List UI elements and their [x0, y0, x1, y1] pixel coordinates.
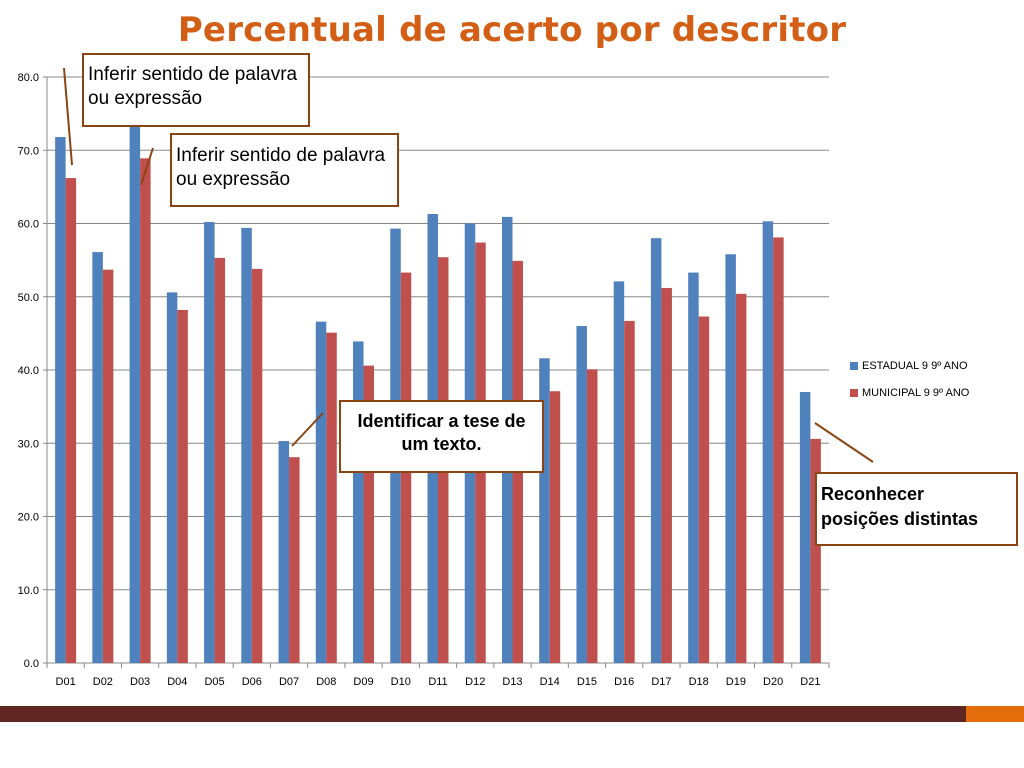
legend-swatch-municipal	[850, 389, 858, 397]
bar-estadual-d02	[92, 252, 103, 663]
y-tick-label-4: 40.0	[18, 365, 39, 377]
bar-estadual-d01	[55, 137, 66, 663]
slide-title: Percentual de acerto por descritor	[177, 10, 847, 50]
bar-municipal-d04	[177, 309, 188, 663]
y-tick-label-3: 30.0	[18, 438, 39, 450]
bar-municipal-d18	[698, 316, 710, 663]
bar-municipal-d17	[661, 287, 672, 663]
bar-municipal-d14	[549, 391, 561, 663]
legend-label-municipal: MUNICIPAL 9 9º ANO	[862, 387, 970, 399]
callout-connector-1	[63, 67, 73, 166]
x-tick-label-d02: D02	[93, 676, 113, 688]
bar-estadual-d20	[762, 221, 774, 664]
bar-estadual-d21	[799, 391, 811, 663]
bar-municipal-d20	[773, 237, 784, 664]
x-tick-label-d08: D08	[316, 676, 336, 688]
x-tick-label-d13: D13	[502, 676, 522, 688]
x-tick-label-d18: D18	[689, 676, 709, 688]
bar-municipal-d06	[251, 268, 263, 663]
callout-connector-3	[291, 412, 324, 447]
bar-municipal-d21	[810, 438, 821, 663]
bar-municipal-d01	[65, 178, 77, 663]
callout-4-line-2: posições distintas	[821, 509, 979, 529]
bar-municipal-d02	[102, 269, 114, 663]
bar-estadual-d08	[315, 321, 327, 663]
y-tick-label-7: 70.0	[18, 145, 39, 157]
x-tick-label-d01: D01	[56, 676, 76, 688]
x-tick-label-d20: D20	[763, 676, 783, 688]
y-tick-label-2: 20.0	[18, 512, 39, 524]
x-tick-label-d06: D06	[242, 676, 262, 688]
bar-municipal-d07	[289, 457, 300, 663]
bar-municipal-d03	[140, 158, 151, 663]
bar-estadual-d16	[613, 281, 625, 663]
y-tick-label-6: 60.0	[18, 219, 39, 231]
x-tick-label-d19: D19	[726, 676, 746, 688]
callout-connector-2	[140, 147, 154, 186]
bar-municipal-d19	[735, 293, 747, 663]
y-tick-label-0: 0.0	[24, 658, 39, 670]
bar-estadual-d19	[725, 254, 736, 663]
x-tick-label-d12: D12	[465, 676, 485, 688]
callout-inferir-sentido-1: Inferir sentido de palavra ou expressão	[82, 53, 310, 127]
x-tick-label-d14: D14	[540, 676, 560, 688]
legend-label-estadual: ESTADUAL 9 9º ANO	[862, 360, 968, 372]
bar-municipal-d08	[326, 332, 337, 663]
footer-bar	[0, 706, 966, 722]
x-tick-label-d04: D04	[167, 676, 187, 688]
y-tick-label-8: 80.0	[18, 72, 39, 84]
bar-estadual-d17	[650, 238, 662, 663]
callout-4-line-1: Reconhecer	[821, 484, 925, 504]
legend-item-municipal: MUNICIPAL 9 9º ANO	[850, 386, 969, 400]
legend-swatch-estadual	[850, 362, 858, 370]
bar-municipal-d05	[214, 257, 226, 663]
legend-item-estadual: ESTADUAL 9 9º ANO	[850, 359, 969, 373]
bar-municipal-d15	[586, 369, 598, 663]
callout-inferir-sentido-2: Inferir sentido de palavra ou expressão	[170, 133, 399, 207]
footer-accent	[966, 706, 1024, 722]
x-tick-label-d11: D11	[428, 676, 447, 688]
y-tick-label-1: 10.0	[18, 585, 39, 597]
x-tick-label-d16: D16	[614, 676, 634, 688]
bar-estadual-d04	[166, 292, 178, 663]
bar-estadual-d07	[278, 441, 290, 663]
callout-identificar-tese: Identificar a tese de um texto.	[339, 400, 544, 473]
bar-municipal-d16	[624, 320, 635, 663]
x-tick-label-d21: D21	[800, 676, 820, 688]
bar-estadual-d09	[353, 341, 364, 663]
bar-estadual-d14	[539, 358, 550, 663]
y-tick-label-5: 50.0	[18, 292, 39, 304]
x-tick-label-d15: D15	[577, 676, 597, 688]
x-tick-label-d10: D10	[391, 676, 411, 688]
bar-estadual-d06	[241, 227, 252, 663]
x-tick-label-d07: D07	[279, 676, 299, 688]
chart-legend: ESTADUAL 9 9º ANO MUNICIPAL 9 9º ANO	[850, 359, 969, 413]
bar-municipal-d09	[363, 365, 375, 663]
callout-connector-4	[814, 422, 874, 463]
x-tick-label-d05: D05	[204, 676, 224, 688]
callout-reconhecer-posicoes: Reconhecer posições distintas	[815, 472, 1018, 546]
x-tick-label-d03: D03	[130, 676, 150, 688]
bar-estadual-d05	[204, 222, 215, 663]
bar-estadual-d03	[129, 123, 141, 663]
bar-estadual-d15	[576, 326, 587, 663]
x-tick-label-d17: D17	[651, 676, 671, 688]
bar-estadual-d18	[688, 272, 699, 663]
x-tick-label-d09: D09	[353, 676, 373, 688]
